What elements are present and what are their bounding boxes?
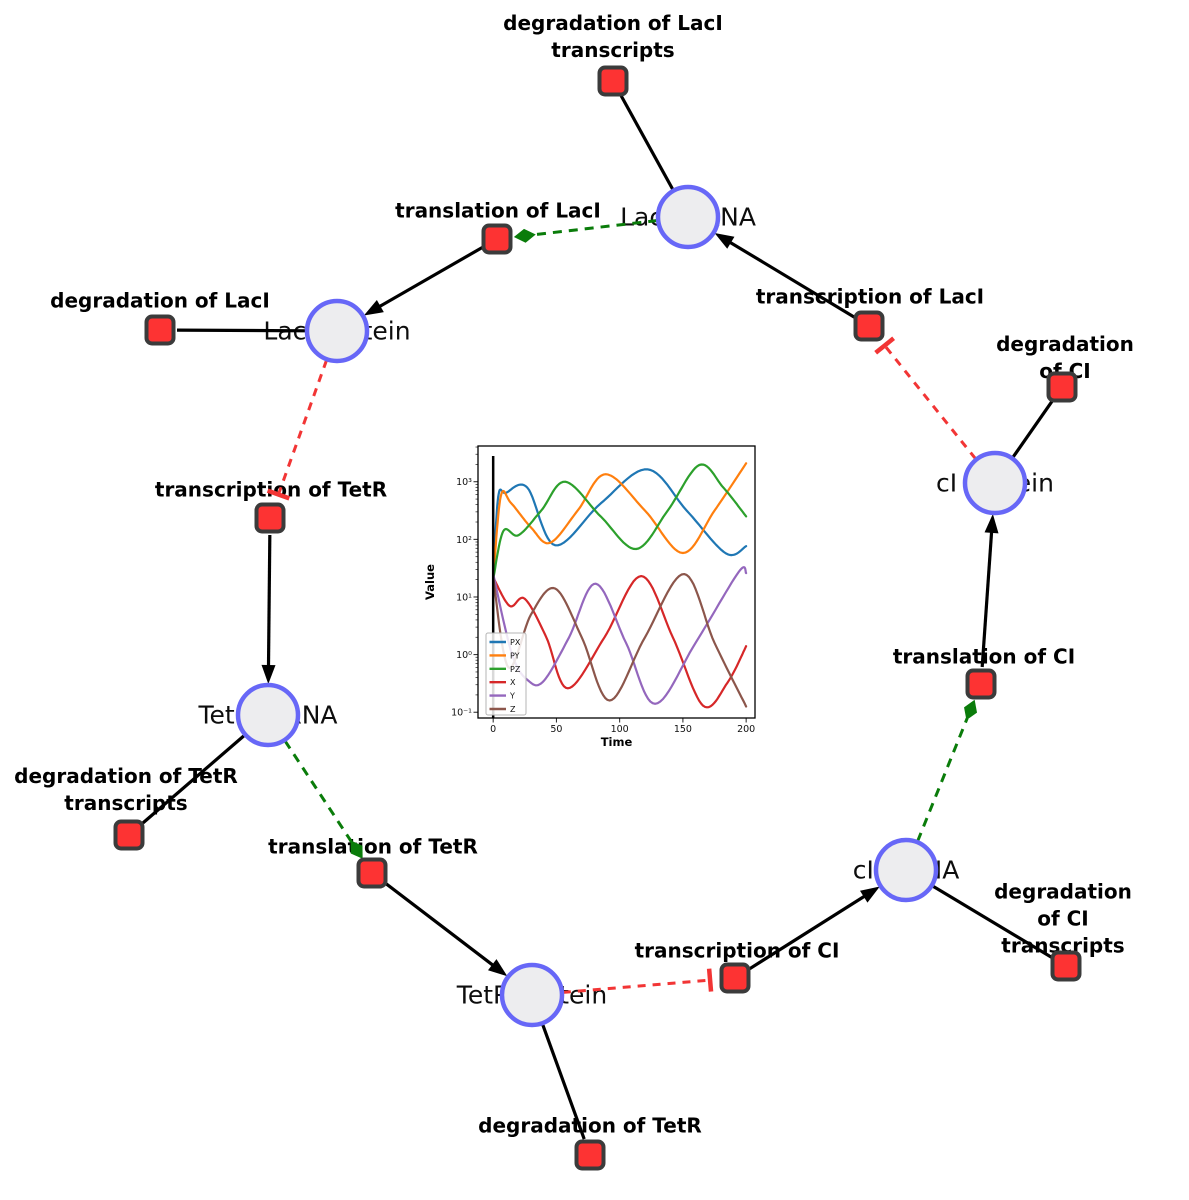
inhibition-bar-icon	[874, 336, 896, 355]
species-node-laci_mrna[interactable]	[655, 184, 721, 250]
edge-ci_protein-deg_ci	[1011, 400, 1054, 459]
arrowhead-icon	[487, 959, 508, 977]
edge-translation_laci-laci_protein	[363, 246, 484, 316]
x-axis-label: Time	[601, 735, 633, 749]
reaction-node-deg_tetr[interactable]	[574, 1139, 606, 1171]
reaction-label-translation_laci: translation of LacI	[395, 198, 601, 223]
chart-legend: PX PY PZ XYZ	[485, 632, 527, 716]
y-axis-label: Value	[423, 564, 437, 600]
reaction-node-translation_tetr[interactable]	[356, 857, 388, 889]
svg-text:10⁰: 10⁰	[456, 650, 472, 661]
reaction-label-translation_ci: translation of CI	[892, 644, 1076, 669]
legend-label-Y: Y	[509, 692, 515, 701]
edge-tetr_protein-transcription_ci	[562, 968, 714, 994]
species-node-laci_protein[interactable]	[304, 298, 370, 364]
svg-text:50: 50	[550, 724, 562, 735]
reaction-label-transcription_ci: transcription of CI	[634, 938, 840, 963]
svg-text:10⁻¹: 10⁻¹	[451, 708, 472, 719]
species-node-tetr_protein[interactable]	[499, 962, 565, 1028]
plot-frame	[477, 445, 756, 719]
legend-label-X: X	[510, 678, 516, 687]
reaction-node-deg_ci[interactable]	[1046, 371, 1078, 403]
edge-laci_mrna-translation_laci	[513, 219, 658, 243]
svg-text:200: 200	[737, 724, 755, 735]
modifier-diamond-icon	[350, 840, 363, 859]
edge-laci_protein-transcription_tetr	[266, 359, 328, 501]
edge-tetr_protein-deg_tetr	[541, 1023, 586, 1140]
reaction-label-transcription_laci: transcription of LacI	[755, 284, 985, 309]
reaction-node-transcription_tetr[interactable]	[254, 502, 286, 534]
axis-tick-labels: 0 50 100 150 200 10⁻¹ 10⁰ 10¹ 10² 10³	[451, 477, 755, 735]
reaction-node-transcription_ci[interactable]	[719, 962, 751, 994]
legend-label-PZ: PZ	[510, 665, 521, 674]
arrowhead-icon	[984, 513, 999, 534]
series-PX	[492, 468, 748, 581]
reaction-label-deg_laci: degradation of LacI	[50, 288, 270, 313]
legend-label-Z: Z	[510, 705, 516, 714]
edge-ci_mrna-deg_ci_tx	[931, 884, 1053, 959]
arrowhead-icon	[859, 886, 880, 903]
reaction-label-deg_ci: degradation of CI	[996, 332, 1134, 383]
series-X	[492, 575, 748, 709]
inhibition-bar-icon	[266, 488, 291, 501]
inset-chart: 0 50 100 150 200 10⁻¹ 10⁰ 10¹ 10² 10³ PX PY PZ XYZ Tim…	[423, 445, 756, 749]
reaction-node-deg_ci_tx[interactable]	[1050, 950, 1082, 982]
edge-tetr_mrna-translation_tetr	[283, 740, 363, 859]
species-node-ci_protein[interactable]	[962, 450, 1028, 516]
reaction-label-transcription_tetr: transcription of TetR	[154, 477, 388, 502]
edge-transcription_tetr-tetr_mrna	[261, 534, 276, 685]
edge-translation_tetr-tetr_protein	[384, 882, 508, 977]
reaction-node-translation_ci[interactable]	[965, 668, 997, 700]
svg-text:150: 150	[674, 724, 692, 735]
legend-label-PX: PX	[510, 638, 521, 647]
modifier-diamond-icon	[964, 699, 978, 721]
edge-translation_ci-ci_protein	[980, 513, 999, 668]
edge-tetr_mrna-deg_tetr_tx	[140, 734, 246, 826]
species-node-tetr_mrna[interactable]	[235, 682, 301, 748]
modifier-diamond-icon	[513, 228, 536, 243]
svg-text:10¹: 10¹	[456, 592, 472, 603]
species-node-ci_mrna[interactable]	[873, 837, 939, 903]
arrowhead-icon	[363, 300, 384, 316]
reaction-node-deg_tetr_tx[interactable]	[113, 819, 145, 851]
reaction-label-deg_laci_tx: degradation of LacI transcripts	[503, 11, 723, 62]
inhibition-bar-icon	[706, 968, 714, 992]
series-PZ	[492, 463, 748, 581]
svg-text:0: 0	[490, 724, 496, 735]
svg-text:100: 100	[611, 724, 629, 735]
edge-transcription_ci-ci_mrna	[748, 886, 880, 971]
edge-ci_mrna-translation_ci	[916, 699, 978, 842]
reaction-node-deg_laci_tx[interactable]	[597, 65, 629, 97]
edge-laci_mrna-deg_laci_tx	[619, 95, 675, 191]
arrowhead-icon	[714, 232, 735, 249]
edge-transcription_laci-laci_mrna	[714, 232, 856, 319]
edge-laci_protein-deg_laci	[176, 328, 307, 333]
reaction-label-deg_tetr: degradation of TetR	[478, 1113, 702, 1138]
series-PY	[492, 462, 748, 581]
svg-text:10³: 10³	[456, 477, 472, 488]
reaction-node-deg_laci[interactable]	[144, 314, 176, 346]
edge-ci_protein-transcription_laci	[874, 336, 977, 460]
reaction-node-translation_laci[interactable]	[481, 223, 513, 255]
svg-text:10²: 10²	[456, 535, 472, 546]
legend-label-PY: PY	[510, 651, 520, 660]
arrowhead-icon	[261, 664, 276, 685]
reaction-label-translation_tetr: translation of TetR	[268, 834, 478, 859]
reaction-node-transcription_laci[interactable]	[853, 310, 885, 342]
